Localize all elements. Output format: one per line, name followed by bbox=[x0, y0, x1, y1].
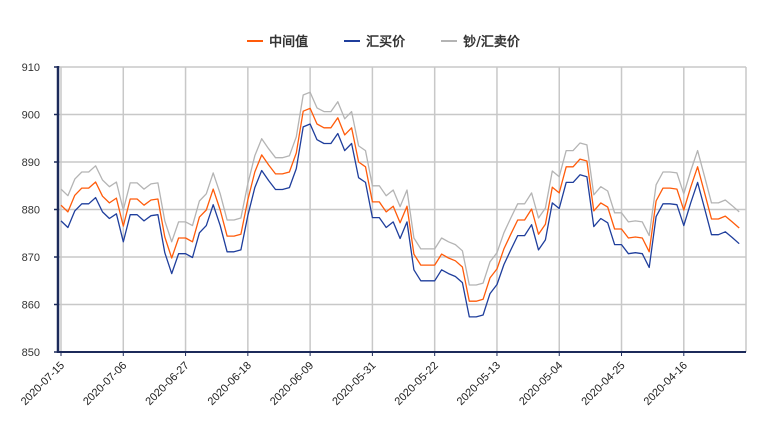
legend-item-mid[interactable]: 中间值 bbox=[247, 31, 308, 50]
series-line bbox=[60, 91, 740, 286]
series-line bbox=[60, 107, 740, 302]
x-tick-label: 2020-04-25 bbox=[579, 360, 627, 408]
legend-swatch-mid bbox=[247, 39, 264, 42]
legend-item-buy[interactable]: 汇买价 bbox=[344, 31, 405, 50]
x-tick-label: 2020-06-09 bbox=[268, 360, 316, 408]
legend-item-sell[interactable]: 钞/汇卖价 bbox=[441, 31, 520, 50]
chart-legend: 中间值 汇买价 钞/汇卖价 bbox=[0, 31, 767, 50]
x-tick-label: 2020-07-06 bbox=[81, 360, 129, 408]
series-line bbox=[60, 123, 740, 318]
x-tick-label: 2020-05-13 bbox=[455, 360, 503, 408]
x-tick-label: 2020-07-15 bbox=[19, 360, 67, 408]
y-tick-label: 900 bbox=[22, 110, 40, 122]
x-tick-label: 2020-06-18 bbox=[206, 360, 254, 408]
legend-swatch-buy bbox=[344, 39, 361, 42]
x-tick-label: 2020-05-04 bbox=[517, 360, 565, 408]
y-tick-label: 890 bbox=[22, 157, 40, 169]
legend-swatch-sell bbox=[441, 39, 458, 42]
x-tick-label: 2020-05-31 bbox=[330, 360, 378, 408]
y-tick-label: 850 bbox=[22, 347, 40, 359]
legend-label-buy: 汇买价 bbox=[366, 35, 406, 50]
y-tick-label: 860 bbox=[22, 300, 40, 312]
y-tick-label: 910 bbox=[22, 62, 40, 74]
x-tick-label: 2020-06-27 bbox=[143, 360, 191, 408]
y-tick-label: 870 bbox=[22, 252, 40, 264]
x-tick-label: 2020-05-22 bbox=[393, 360, 441, 408]
legend-label-mid: 中间值 bbox=[269, 35, 309, 50]
y-tick-label: 880 bbox=[22, 205, 40, 217]
legend-label-sell: 钞/汇卖价 bbox=[463, 35, 520, 50]
x-tick-label: 2020-04-16 bbox=[642, 360, 690, 408]
